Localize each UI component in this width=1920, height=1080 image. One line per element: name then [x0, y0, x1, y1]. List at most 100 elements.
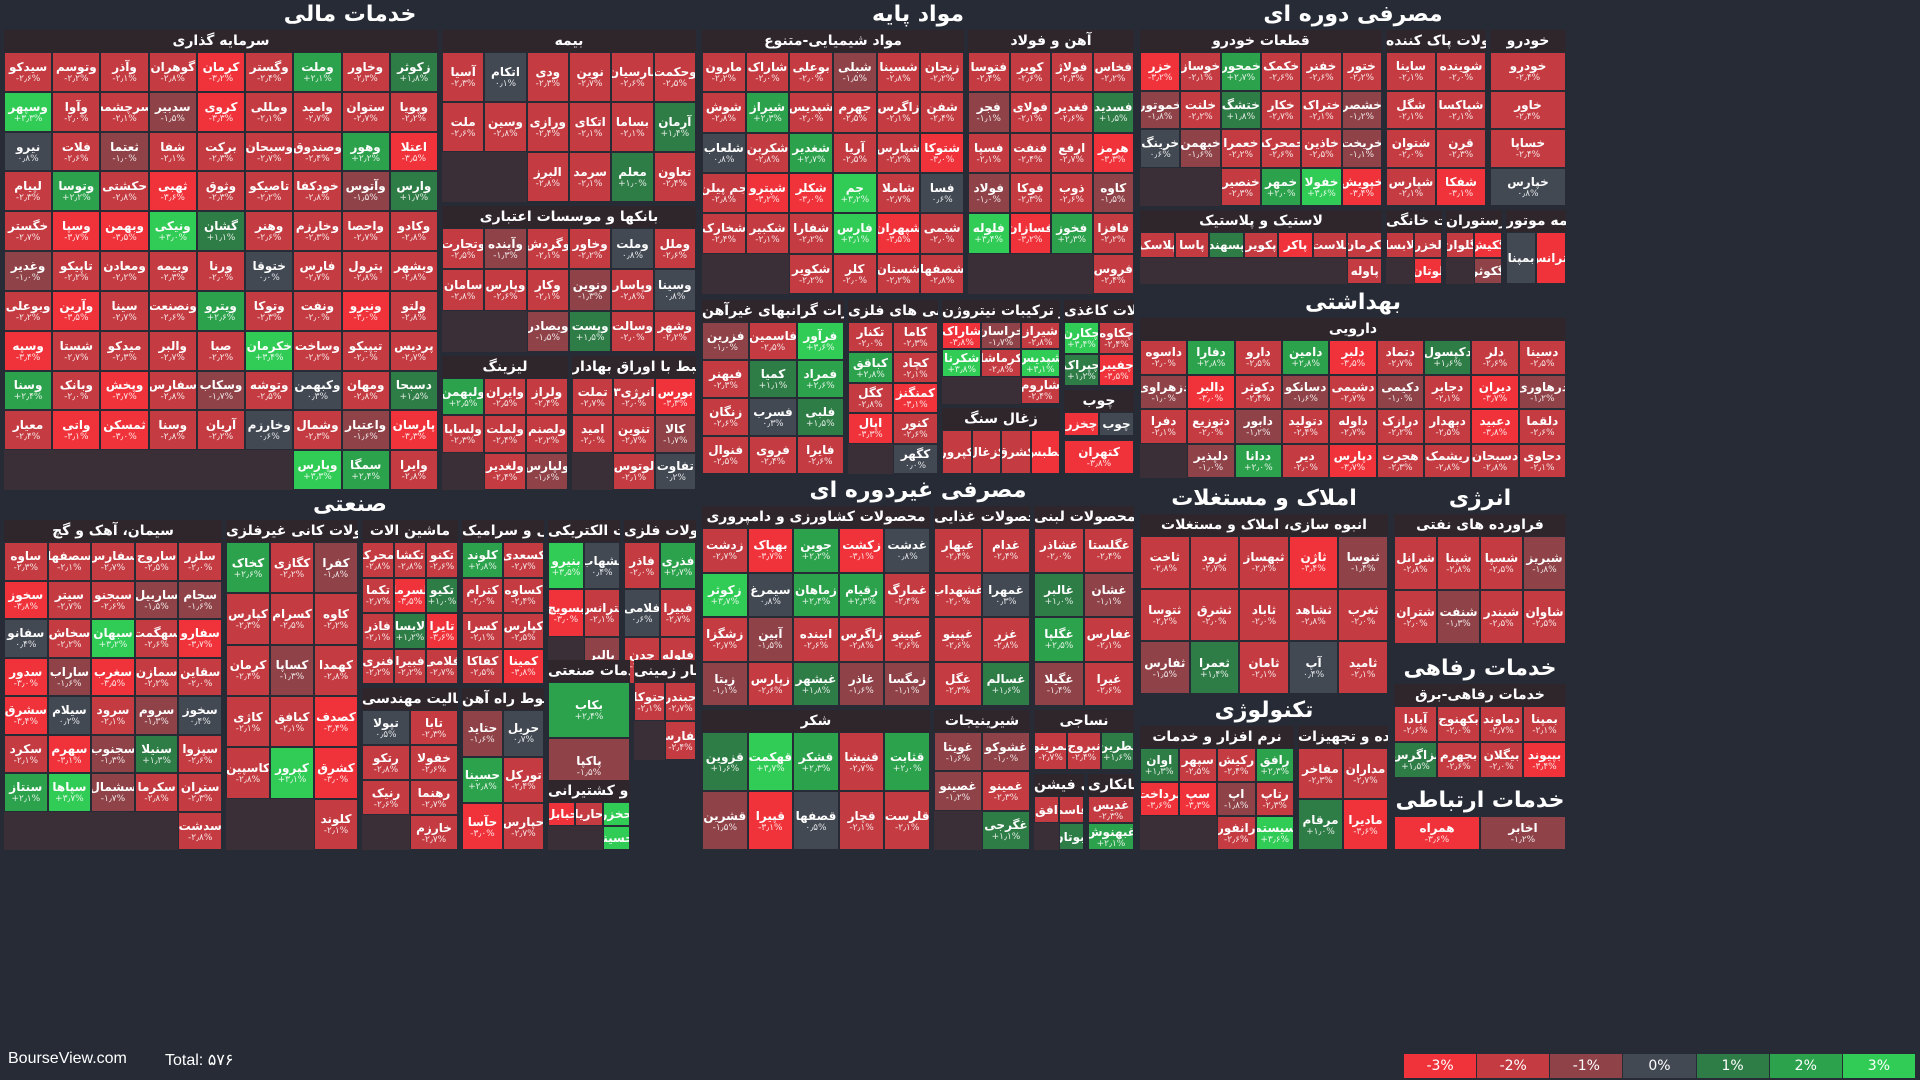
stock-cell[interactable]: کشرق -۳٫۰% [314, 747, 358, 799]
stock-cell[interactable]: فزرین -۱٫۰% [702, 322, 750, 360]
stock-cell[interactable]: برکت -۲٫۳% [196, 131, 246, 172]
stock-cell[interactable]: ثتوسا -۲٫۲% [1140, 588, 1190, 642]
stock-cell[interactable]: ثشرق -۲٫۰% [1189, 588, 1240, 642]
stock-cell[interactable]: لخزر [1414, 232, 1442, 258]
stock-cell[interactable]: مفاخر -۲٫۳% [1298, 748, 1343, 799]
stock-cell[interactable]: شسینا -۲٫۸% [876, 52, 921, 93]
stock-cell[interactable]: فاذر -۲٫۰% [624, 542, 660, 590]
stock-cell[interactable]: کبافق -۲٫۱% [270, 696, 314, 748]
stock-cell[interactable]: کگل -۲٫۸% [848, 382, 893, 414]
stock-cell[interactable]: حبندر -۲٫۷% [665, 682, 696, 721]
stock-cell[interactable]: فذری +۲٫۷% [660, 542, 696, 590]
stock-cell[interactable]: غگرجی +۱٫۱% [982, 810, 1030, 850]
stock-cell[interactable]: سخوز ۰٫۴% [178, 696, 222, 735]
stock-cell[interactable]: زنجان -۲٫۲% [920, 52, 964, 93]
stock-cell[interactable]: وگستر -۲٫۴% [245, 52, 294, 92]
stock-cell[interactable]: ویترو +۲٫۶% [196, 290, 246, 331]
stock-cell[interactable]: کمینا -۳٫۸% [503, 648, 544, 684]
stock-cell[interactable]: کپارس -۲٫۳% [226, 593, 270, 645]
stock-cell[interactable]: شخارک -۲٫۴% [702, 213, 746, 254]
stock-cell[interactable]: دتماد -۲٫۷% [1376, 340, 1424, 375]
stock-cell[interactable]: سفارس -۲٫۸% [148, 370, 197, 411]
stock-cell[interactable]: اتکام ۰٫۱% [484, 52, 527, 102]
stock-cell[interactable]: وبانک -۲٫۰% [52, 370, 101, 411]
stock-cell[interactable]: سدشت -۲٫۸% [178, 811, 222, 850]
stock-cell[interactable]: وبوعلی -۲٫۲% [4, 290, 53, 331]
stock-cell[interactable]: کباقق +۲٫۸% [848, 352, 893, 383]
stock-cell[interactable]: سهگمت -۲٫۶% [134, 619, 179, 658]
stock-cell[interactable]: دبهدار -۲٫۵% [1424, 409, 1472, 444]
stock-cell[interactable]: وایران -۲٫۵% [484, 378, 526, 416]
stock-cell[interactable]: شاوان -۲٫۵% [1523, 590, 1566, 644]
stock-cell[interactable]: فولاژ -۲٫۳% [1051, 52, 1093, 93]
stock-cell[interactable]: غفارس -۲٫۱% [1084, 617, 1134, 662]
stock-cell[interactable]: کلوند -۲٫۱% [314, 798, 358, 850]
stock-cell[interactable]: سیمرغ ۰٫۸% [747, 572, 794, 617]
stock-cell[interactable]: دلقما -۲٫۶% [1518, 409, 1566, 444]
stock-cell[interactable]: سیستم+۳٫۶% [1255, 816, 1294, 850]
stock-cell[interactable]: سپهر -۲٫۵% [1178, 748, 1217, 782]
stock-cell[interactable]: ولساپا -۲٫۳% [442, 415, 484, 453]
industry-block[interactable]: بیمهوحکمت-۲٫۵%پارسیان-۲٫۶%نوین-۲٫۷%ودی-۲… [442, 30, 696, 202]
stock-cell[interactable]: غپینو -۲٫۶% [884, 617, 930, 662]
stock-cell[interactable]: کگهر ۰٫۰% [893, 443, 938, 474]
stock-cell[interactable]: دپارس -۳٫۷% [1329, 443, 1377, 478]
stock-cell[interactable]: صبا -۲٫۲% [196, 330, 246, 371]
stock-cell[interactable]: هرمز -۳٫۳% [1092, 132, 1134, 173]
stock-cell[interactable]: کرمان -۲٫۴% [226, 644, 270, 696]
stock-cell[interactable]: غبشهر +۱٫۸% [793, 661, 839, 706]
stock-cell[interactable]: ریشمک -۲٫۸% [1424, 443, 1472, 478]
stock-cell[interactable]: خودرو -۲٫۴% [1490, 52, 1566, 91]
stock-cell[interactable]: فسدید +۱٫۵% [1092, 92, 1134, 133]
stock-cell[interactable]: سهرم -۳٫۱% [47, 734, 92, 773]
stock-cell[interactable]: وبهمن -۳٫۵% [100, 211, 149, 252]
stock-cell[interactable]: شاروم -۲٫۴% [1020, 376, 1060, 404]
stock-cell[interactable]: فبیرا -۲٫۷% [660, 589, 696, 637]
stock-cell[interactable]: فلات -۲٫۶% [52, 131, 101, 172]
stock-cell[interactable]: خمهر +۲٫۰% [1261, 167, 1302, 206]
stock-cell[interactable]: ثغرب -۲٫۰% [1338, 588, 1388, 642]
stock-cell[interactable]: وسینا ۰٫۸% [653, 269, 696, 311]
stock-cell[interactable]: غیرا -۲٫۶% [1084, 661, 1134, 706]
stock-cell[interactable]: تمحرکه-۲٫۸% [362, 542, 394, 578]
stock-cell[interactable]: خموتور -۱٫۸% [1140, 90, 1181, 129]
stock-cell[interactable]: فافزا -۲٫۲% [1092, 213, 1134, 254]
stock-cell[interactable]: شستا -۲٫۷% [52, 330, 101, 371]
stock-cell[interactable]: مادیرا -۳٫۶% [1343, 799, 1388, 850]
stock-cell[interactable]: دلپذیر -۱٫۰% [1187, 443, 1235, 478]
stock-cell[interactable]: وآرین -۳٫۵% [52, 290, 101, 331]
stock-cell[interactable]: غدیس -۲٫۳% [1088, 796, 1134, 823]
industry-block[interactable]: انبوه سازی، املاک و مستغلات ثنوسا -۱٫۴% ثاژ… [1140, 514, 1388, 694]
stock-cell[interactable]: سمگا +۲٫۴% [341, 450, 390, 490]
stock-cell[interactable]: گکیش [1474, 232, 1502, 258]
stock-cell[interactable]: شصفها -۲٫۸% [920, 253, 964, 294]
stock-cell[interactable]: شپهران -۳٫۵% [876, 213, 921, 254]
stock-cell[interactable]: غالبر +۱٫۰% [1034, 572, 1084, 617]
stock-cell[interactable]: خودکفا -۲٫۸% [293, 171, 342, 212]
stock-cell[interactable]: کاوه -۲٫۲% [314, 593, 358, 645]
stock-cell[interactable]: پاسا [1174, 232, 1210, 258]
stock-cell[interactable]: قرن -۲٫۳% [1436, 129, 1486, 168]
stock-cell[interactable]: ثعمرا +۱٫۴% [1189, 641, 1240, 694]
stock-cell[interactable]: رهنما -۲٫۷% [410, 780, 458, 815]
stock-cell[interactable]: لابسا +۱٫۲% [394, 613, 426, 649]
stock-cell[interactable]: شپاکسا -۲٫۱% [1436, 90, 1486, 129]
stock-cell[interactable]: کرمان -۳٫۲% [196, 52, 246, 92]
stock-cell[interactable]: بیگلان -۲٫۰% [1480, 742, 1523, 778]
stock-cell[interactable]: وتوسا +۲٫۲% [52, 171, 101, 212]
stock-cell[interactable]: شستان -۲٫۲% [876, 253, 921, 294]
stock-cell[interactable]: فلامی-۲٫۷% [426, 648, 458, 684]
stock-cell[interactable]: وامید -۲٫۷% [293, 91, 342, 132]
stock-cell[interactable]: ثامان -۲٫۱% [1239, 641, 1289, 694]
industry-block[interactable]: حمل و نقل بار زمینیحبندر-۲٫۷%حتوکا-۲٫۱%ح… [634, 660, 696, 760]
stock-cell[interactable]: فنری -۲٫۲% [362, 648, 394, 684]
stock-cell[interactable]: چفیبر -۳٫۵% [1099, 354, 1134, 386]
stock-cell[interactable]: ولپارس -۱٫۶% [526, 452, 568, 490]
stock-cell[interactable]: کنور -۲٫۶% [893, 413, 938, 444]
stock-cell[interactable]: خپارس ۰٫۸% [1490, 167, 1566, 206]
stock-cell[interactable]: ثعتما -۱٫۰% [100, 131, 149, 172]
stock-cell[interactable]: کطبس [1030, 430, 1060, 474]
stock-cell[interactable]: دشیمی -۲٫۷% [1329, 374, 1377, 409]
stock-cell[interactable]: غشوکو -۱٫۰% [982, 732, 1030, 772]
stock-cell[interactable]: دحاوی -۲٫۱% [1518, 443, 1566, 478]
